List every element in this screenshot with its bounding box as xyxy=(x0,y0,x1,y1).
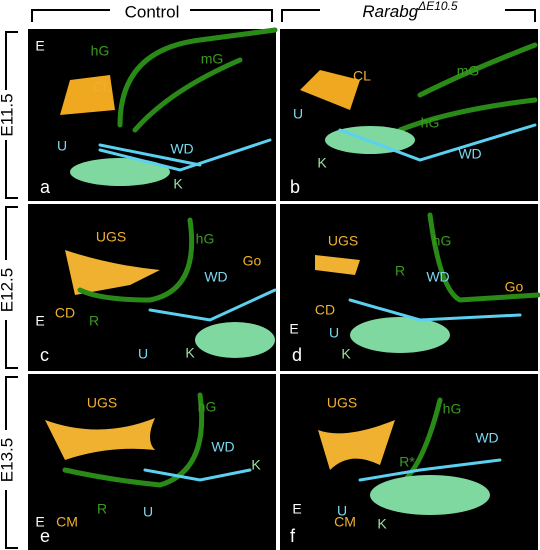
structure-label: U xyxy=(143,504,153,520)
structure-label: U xyxy=(293,106,303,122)
renderings xyxy=(45,27,540,515)
structure-label: E xyxy=(35,38,44,54)
header xyxy=(5,9,536,549)
structure-label: WD xyxy=(211,439,234,455)
structure-label: R* xyxy=(399,454,415,470)
structure-label: Go xyxy=(243,253,262,269)
structure-label: hG xyxy=(433,233,452,249)
structure-label: CL xyxy=(353,68,371,84)
structure-label: CD xyxy=(315,302,335,318)
structure-label: R xyxy=(97,501,107,517)
column-header: RarabgΔE10.5 xyxy=(362,0,458,21)
structure-label: K xyxy=(185,345,195,361)
structure-label: U xyxy=(138,346,148,362)
panel-letter: b xyxy=(290,177,300,197)
row-label: E11.5 xyxy=(0,93,16,136)
structure-label: U xyxy=(329,325,339,341)
structure-label: K xyxy=(341,346,351,362)
column-header: Control xyxy=(125,2,180,21)
panel-bg xyxy=(28,374,276,550)
structure-label: K xyxy=(317,155,327,171)
panel-letter: d xyxy=(292,345,302,365)
panel-letter: e xyxy=(40,526,50,546)
structure-label: hG xyxy=(91,43,110,59)
panel-letter: a xyxy=(40,177,51,197)
row-label: E13.5 xyxy=(0,438,16,482)
structure-label: hG xyxy=(421,115,440,131)
structure-label: K xyxy=(251,457,261,473)
column-header-name: Rarabg xyxy=(362,2,418,21)
structure-label: UGS xyxy=(87,395,117,411)
column-header-superscript: ΔE10.5 xyxy=(417,0,458,13)
row-label: E12.5 xyxy=(0,268,16,312)
structure-label: CD xyxy=(55,305,75,321)
structure-label: E xyxy=(292,501,301,517)
structure-label: CL xyxy=(93,79,111,95)
structure-label: E xyxy=(35,313,44,329)
structure-label: K xyxy=(173,176,183,192)
structure-label: E xyxy=(35,514,44,530)
structure-label: hG xyxy=(443,401,462,417)
structure-label: U xyxy=(337,503,347,519)
structure-label: WD xyxy=(426,269,449,285)
structure-label: WD xyxy=(204,269,227,285)
panel-bg xyxy=(280,29,538,201)
structure-label: K xyxy=(377,516,387,532)
structure-label: CM xyxy=(56,514,78,530)
structure-label: WD xyxy=(170,141,193,157)
structure-label: mG xyxy=(457,63,480,79)
structure-label: U xyxy=(57,138,67,154)
structure-label: hG xyxy=(196,231,215,247)
panel-letter: f xyxy=(290,526,296,546)
panel-letter: c xyxy=(40,345,49,365)
structure-label: WD xyxy=(475,430,498,446)
structure-label: WD xyxy=(458,146,481,162)
structure-label: UGS xyxy=(328,233,358,249)
structure-label: E xyxy=(289,321,298,337)
structure-label: mG xyxy=(201,51,224,67)
structure-label: UGS xyxy=(327,395,357,411)
structure-label: R xyxy=(395,263,405,279)
structure-label: R xyxy=(89,313,99,329)
structure-label: hG xyxy=(198,399,217,415)
structure-label: Go xyxy=(505,279,524,295)
structure-label: CM xyxy=(334,514,356,530)
structure-label: UGS xyxy=(96,229,126,245)
